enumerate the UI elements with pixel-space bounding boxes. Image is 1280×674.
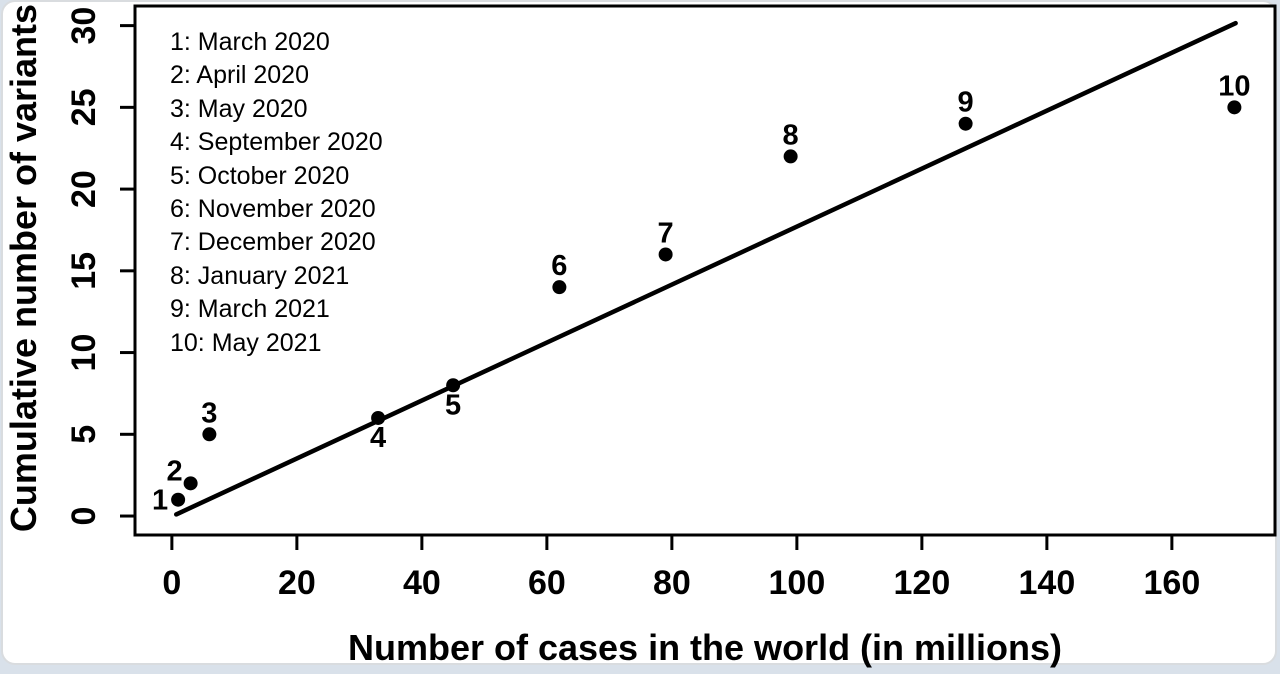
x-tick-label: 60 bbox=[528, 564, 566, 602]
data-point bbox=[1227, 100, 1242, 115]
x-tick-label: 20 bbox=[278, 564, 316, 602]
y-tick-label: 10 bbox=[65, 334, 103, 372]
data-point bbox=[183, 476, 198, 491]
x-tick-label: 120 bbox=[894, 564, 951, 602]
legend-item: 8: January 2021 bbox=[170, 261, 350, 290]
legend-item: 10: May 2021 bbox=[170, 328, 322, 357]
legend-item: 4: September 2020 bbox=[170, 128, 383, 157]
legend-item: 3: May 2020 bbox=[170, 94, 308, 123]
y-tick-label: 20 bbox=[65, 170, 103, 208]
data-point bbox=[958, 116, 973, 131]
point-label: 7 bbox=[658, 217, 674, 249]
point-label: 4 bbox=[370, 422, 386, 454]
point-label: 2 bbox=[166, 455, 182, 487]
data-point bbox=[658, 247, 673, 262]
legend-item: 5: October 2020 bbox=[170, 161, 350, 190]
data-point bbox=[371, 410, 386, 425]
data-point bbox=[552, 280, 567, 295]
x-tick-label: 160 bbox=[1144, 564, 1201, 602]
legend-item: 2: April 2020 bbox=[170, 61, 309, 90]
x-tick-label: 0 bbox=[162, 564, 181, 602]
point-label: 6 bbox=[551, 250, 567, 282]
point-label: 8 bbox=[783, 119, 799, 151]
legend-item: 7: December 2020 bbox=[170, 228, 376, 257]
point-label: 1 bbox=[152, 485, 168, 517]
point-label: 3 bbox=[201, 397, 217, 429]
x-axis-title: Number of cases in the world (in million… bbox=[347, 627, 1063, 668]
data-point bbox=[171, 492, 186, 507]
y-tick-label: 25 bbox=[65, 88, 103, 126]
legend-item: 9: March 2021 bbox=[170, 295, 330, 324]
legend-item: 1: March 2020 bbox=[170, 28, 330, 56]
y-tick-label: 15 bbox=[65, 252, 103, 290]
point-label: 9 bbox=[958, 87, 974, 119]
trend-line bbox=[174, 20, 1238, 517]
x-tick-label: 40 bbox=[403, 564, 441, 602]
y-tick-label: 30 bbox=[65, 7, 103, 45]
data-point bbox=[446, 378, 461, 393]
y-axis-title: Cumulative number of variants bbox=[3, 3, 44, 533]
data-point bbox=[783, 149, 798, 164]
x-tick-label: 80 bbox=[653, 564, 691, 602]
legend-item: 6: November 2020 bbox=[170, 195, 376, 224]
legend: 1: March 2020 2: April 2020 3: May 2020 4: … bbox=[170, 26, 383, 360]
x-tick-label: 140 bbox=[1019, 564, 1076, 602]
y-tick-label: 0 bbox=[65, 507, 103, 526]
data-point bbox=[202, 427, 217, 442]
y-tick-label: 5 bbox=[65, 425, 103, 444]
point-label: 5 bbox=[445, 389, 461, 421]
point-label: 10 bbox=[1218, 70, 1250, 102]
x-tick-label: 100 bbox=[769, 564, 826, 602]
